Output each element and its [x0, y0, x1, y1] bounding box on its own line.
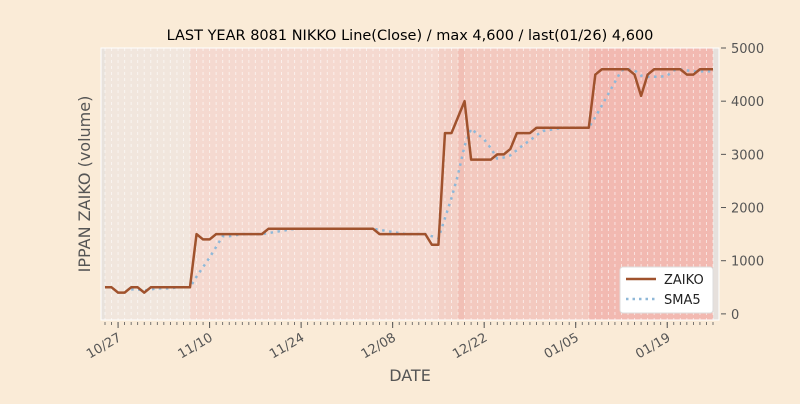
y-tick-label: 1000 — [731, 255, 764, 270]
chart-title: LAST YEAR 8081 NIKKO Line(Close) / max 4… — [167, 28, 654, 44]
background-bands — [101, 48, 719, 320]
y-tick-label: 2000 — [731, 202, 764, 217]
plot-area-border — [100, 47, 720, 321]
y-axis-label: IPPAN ZAIKO (volume) — [75, 96, 94, 273]
x-axis: 10/27 11/10 11/24 12/08 12/22 01/05 01/19 — [84, 322, 714, 362]
x-tick-label: 10/27 — [84, 330, 124, 362]
y-tick-label: 3000 — [731, 148, 764, 163]
legend: ZAIKO SMA5 — [619, 266, 714, 314]
background-band — [458, 48, 465, 320]
background-band — [189, 48, 439, 320]
x-tick-label: 01/05 — [542, 330, 582, 362]
y-tick-label: 4000 — [731, 95, 764, 110]
background-band — [464, 48, 589, 320]
x-tick-label: 11/10 — [176, 330, 216, 362]
background-band — [105, 48, 190, 320]
x-axis-label: DATE — [389, 366, 431, 385]
zaiko-line — [105, 68, 713, 294]
x-tick-label: 12/22 — [450, 330, 490, 362]
y-axis: 0 1000 2000 3000 4000 5000 — [721, 42, 764, 323]
x-tick-label: 01/19 — [633, 330, 673, 362]
y-tick-label: 0 — [731, 308, 739, 323]
series-lines — [105, 68, 713, 294]
x-tick-label: 12/08 — [359, 330, 399, 362]
x-tick-label: 11/24 — [267, 330, 307, 362]
background-band — [713, 48, 719, 320]
legend-zaiko-label: ZAIKO — [664, 273, 704, 288]
legend-sma5-label: SMA5 — [664, 293, 701, 308]
background-band — [101, 48, 105, 320]
y-tick-label: 5000 — [731, 42, 764, 57]
background-band — [438, 48, 459, 320]
